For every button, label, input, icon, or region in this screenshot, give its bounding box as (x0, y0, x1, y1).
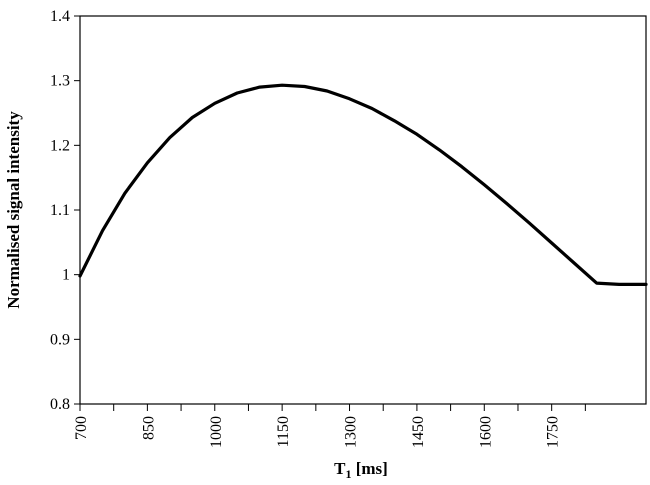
x-axis-title: T1 [ms] (334, 459, 388, 481)
x-tick-label: 850 (140, 416, 157, 440)
x-tick-label: 1000 (208, 416, 225, 448)
y-tick-label: 1.3 (50, 73, 70, 90)
x-tick-label: 1600 (477, 416, 494, 448)
x-axis-title-main: T (334, 459, 346, 478)
series-layer (78, 83, 648, 286)
x-tick-label: 1150 (275, 416, 292, 447)
y-tick-label: 1.1 (50, 202, 70, 219)
y-tick-label: 0.9 (50, 331, 70, 348)
y-tick-label: 1 (62, 267, 70, 284)
series-line (78, 83, 648, 286)
axes (79, 15, 647, 405)
y-tick-label: 0.8 (50, 396, 70, 413)
y-axis-title: Normalised signal intensity (4, 111, 23, 309)
x-tick-label: 1750 (545, 416, 562, 448)
y-tick-label: 1.2 (50, 137, 70, 154)
plot-frame (79, 15, 647, 405)
x-tick-label: 700 (73, 416, 90, 440)
x-axis-title-subscript: 1 (345, 467, 351, 481)
x-tick-label: 1300 (343, 416, 360, 448)
y-tick-label: 1.4 (50, 8, 70, 25)
x-axis-title-unit: [ms] (351, 459, 387, 478)
ticks: 0.8 0.9 1 1.1 1.2 1.3 1.4 700 850 1000 1150 1300 145… (50, 8, 586, 448)
x-tick-label: 1450 (410, 416, 427, 448)
